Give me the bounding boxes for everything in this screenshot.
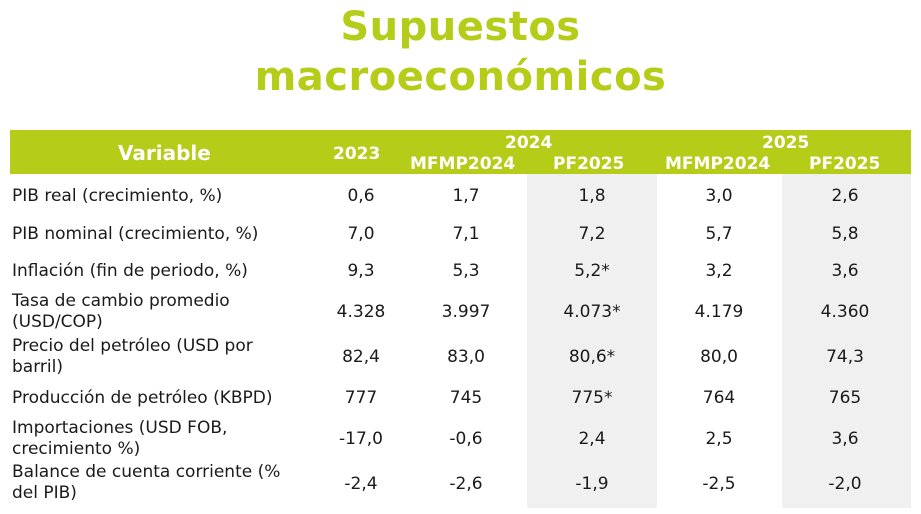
row-label: Producción de petróleo (KBPD) (12, 388, 273, 408)
value-2025-mfmp: 80,0 (700, 347, 738, 367)
header-2024-pf: PF2025 (553, 154, 625, 174)
row-label-line-2: crecimiento %) (12, 439, 141, 459)
value-2023: 7,0 (347, 224, 375, 244)
value-2024-pf: 80,6* (568, 347, 616, 367)
value-2024-mfmp: 83,0 (447, 347, 485, 367)
value-2025-pf: 2,6 (831, 186, 859, 206)
page-title-line-1: Supuestos (340, 4, 581, 50)
value-2023: 4.328 (336, 302, 386, 322)
value-2025-pf: 4.360 (820, 302, 870, 322)
page-title-line-2: macroeconómicos (254, 54, 667, 100)
value-2025-pf: 3,6 (831, 261, 859, 281)
highlight-column-2025-pf (782, 174, 911, 508)
page-title: Supuestos macroeconómicos (0, 2, 921, 102)
row-label-line-1: Importaciones (USD FOB, (12, 418, 228, 438)
header-variable: Variable (118, 141, 211, 165)
row-label: PIB nominal (crecimiento, %) (12, 224, 259, 244)
value-2025-mfmp: 5,7 (705, 224, 733, 244)
value-2025-pf: 5,8 (831, 224, 859, 244)
value-2024-mfmp: 5,3 (452, 261, 480, 281)
header-2024-mfmp: MFMP2024 (410, 154, 516, 174)
value-2023: 9,3 (347, 261, 375, 281)
value-2025-mfmp: 3,2 (705, 261, 733, 281)
value-2023: -2,4 (344, 474, 378, 494)
value-2025-mfmp: 3,0 (705, 186, 733, 206)
row-label-line-1: Balance de cuenta corriente (% (12, 462, 281, 482)
value-2025-pf: 3,6 (831, 429, 859, 449)
table-header: Variable 2023 2024 2025 MFMP2024 PF2025 … (10, 130, 911, 174)
value-2024-pf: 7,2 (578, 224, 606, 244)
value-2023: 82,4 (342, 347, 380, 367)
value-2025-pf: 765 (828, 388, 862, 408)
row-label-line-1: Tasa de cambio promedio (12, 291, 230, 311)
row-label-line-2: del PIB) (12, 483, 77, 503)
value-2024-pf: 775* (571, 388, 613, 408)
value-2025-mfmp: 2,5 (705, 429, 733, 449)
value-2025-mfmp: 4.179 (694, 302, 744, 322)
header-year-2025: 2025 (762, 133, 810, 153)
value-2025-pf: 74,3 (826, 347, 864, 367)
header-2025-mfmp: MFMP2024 (665, 154, 771, 174)
header-year-2023: 2023 (333, 144, 381, 164)
row-label: PIB real (crecimiento, %) (12, 186, 223, 206)
value-2025-mfmp: 764 (702, 388, 736, 408)
value-2024-pf: 1,8 (578, 186, 606, 206)
value-2024-mfmp: 745 (449, 388, 483, 408)
row-label-line-2: barril) (12, 357, 63, 377)
value-2024-pf: 4.073* (563, 302, 621, 322)
value-2024-mfmp: -2,6 (449, 474, 483, 494)
value-2023: -17,0 (339, 429, 383, 449)
value-2024-pf: 5,2* (574, 261, 610, 281)
value-2025-mfmp: -2,5 (702, 474, 736, 494)
row-label-line-1: Precio del petróleo (USD por (12, 336, 253, 356)
header-year-2024: 2024 (505, 133, 553, 153)
row-label-line-2: (USD/COP) (12, 312, 103, 332)
value-2024-mfmp: 7,1 (452, 224, 480, 244)
value-2024-mfmp: 1,7 (452, 186, 480, 206)
value-2024-pf: 2,4 (578, 429, 606, 449)
value-2024-mfmp: -0,6 (449, 429, 483, 449)
value-2023: 777 (344, 388, 378, 408)
header-2025-pf: PF2025 (809, 154, 881, 174)
row-label: Inflación (fin de periodo, %) (12, 261, 248, 281)
value-2024-mfmp: 3.997 (441, 302, 491, 322)
highlight-column-2024-pf (527, 174, 657, 508)
value-2023: 0,6 (347, 186, 375, 206)
value-2025-pf: -2,0 (828, 474, 862, 494)
value-2024-pf: -1,9 (575, 474, 609, 494)
